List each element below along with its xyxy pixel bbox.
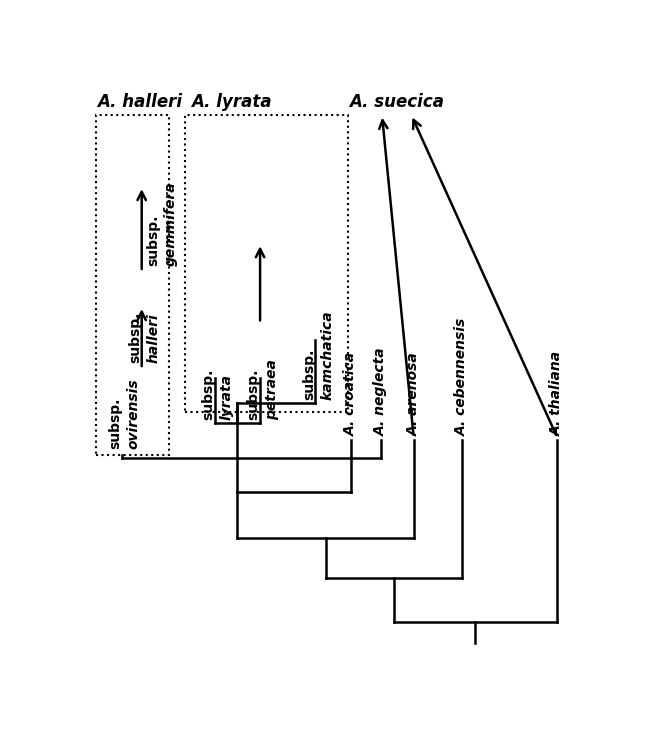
Text: A. arenosa: A. arenosa xyxy=(407,352,421,436)
Text: subsp.: subsp. xyxy=(108,398,122,449)
Text: A. thaliana: A. thaliana xyxy=(551,351,564,436)
Text: halleri: halleri xyxy=(146,314,161,364)
Bar xyxy=(185,115,348,412)
Text: A. suecica: A. suecica xyxy=(348,93,443,111)
Text: subsp.: subsp. xyxy=(128,312,142,364)
Text: gemmifera: gemmifera xyxy=(164,182,178,266)
Text: subsp.: subsp. xyxy=(146,214,160,266)
Text: A. cebennensis: A. cebennensis xyxy=(454,318,469,436)
Text: lyrata: lyrata xyxy=(219,375,233,421)
Text: subsp.: subsp. xyxy=(246,369,261,421)
Text: kamchatica: kamchatica xyxy=(320,311,334,401)
Text: A. lyrata: A. lyrata xyxy=(191,93,272,111)
Bar xyxy=(96,115,170,455)
Text: A. croatica: A. croatica xyxy=(344,352,358,436)
Text: A. neglecta: A. neglecta xyxy=(374,347,388,436)
Text: subsp.: subsp. xyxy=(302,349,316,401)
Text: ovirensis: ovirensis xyxy=(126,378,140,449)
Text: subsp.: subsp. xyxy=(202,369,215,421)
Text: petraea: petraea xyxy=(265,360,279,421)
Text: A. halleri: A. halleri xyxy=(98,93,183,111)
